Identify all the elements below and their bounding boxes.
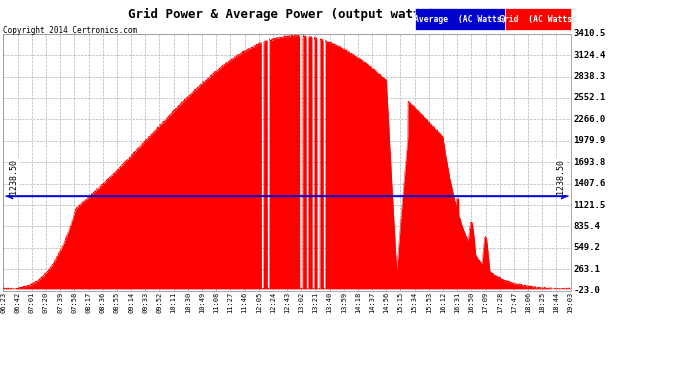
Text: 549.2: 549.2 <box>573 243 600 252</box>
Text: Grid  (AC Watts): Grid (AC Watts) <box>499 15 577 24</box>
Text: 1238.50: 1238.50 <box>555 159 564 194</box>
Text: 263.1: 263.1 <box>573 265 600 274</box>
Text: 1407.6: 1407.6 <box>573 179 606 188</box>
Text: 2552.1: 2552.1 <box>573 93 606 102</box>
Text: 1693.8: 1693.8 <box>573 158 606 166</box>
Text: 1979.9: 1979.9 <box>573 136 606 145</box>
Text: 835.4: 835.4 <box>573 222 600 231</box>
Text: -23.0: -23.0 <box>573 286 600 295</box>
Text: 1121.5: 1121.5 <box>573 201 606 210</box>
Text: 2266.0: 2266.0 <box>573 115 606 124</box>
Text: 1238.50: 1238.50 <box>10 159 19 194</box>
Text: 2838.3: 2838.3 <box>573 72 606 81</box>
Text: 3124.4: 3124.4 <box>573 51 606 60</box>
Text: 3410.5: 3410.5 <box>573 29 606 38</box>
Text: Grid Power & Average Power (output watts)  Sun Sep 7 19:16: Grid Power & Average Power (output watts… <box>128 8 562 21</box>
Text: Copyright 2014 Certronics.com: Copyright 2014 Certronics.com <box>3 26 137 35</box>
Text: Average  (AC Watts): Average (AC Watts) <box>414 15 506 24</box>
